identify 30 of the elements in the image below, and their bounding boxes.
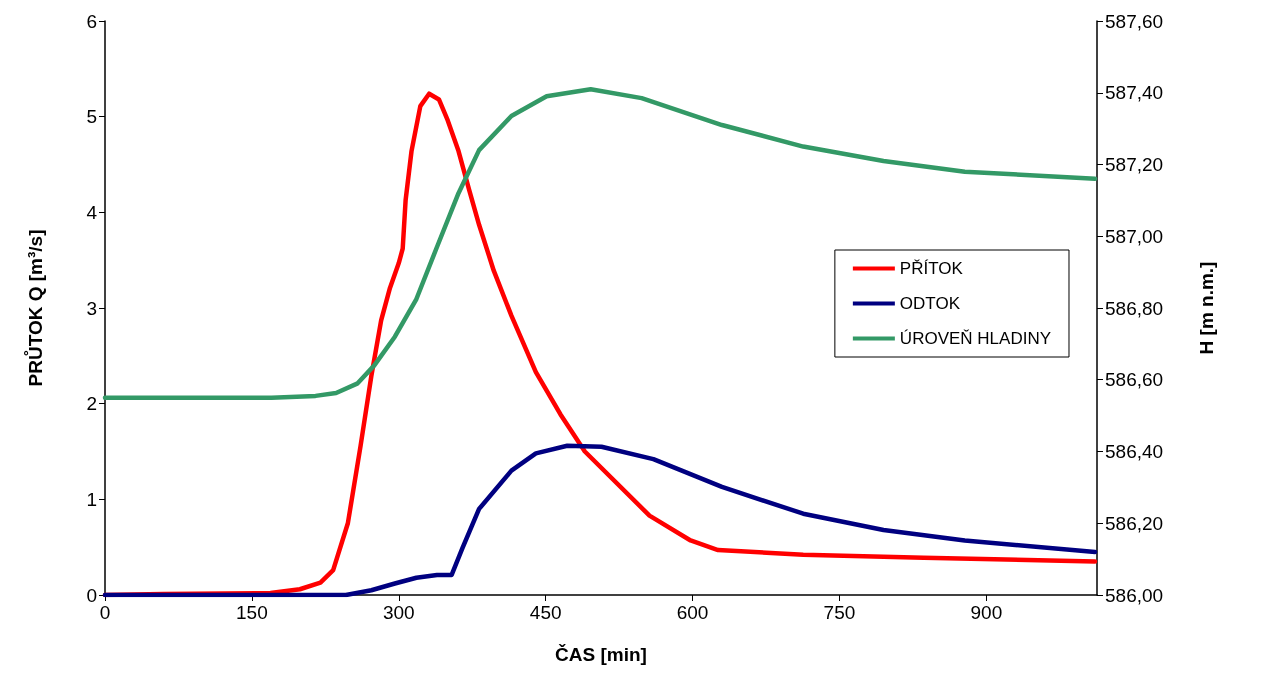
y2-tick-label: 587,40 bbox=[1105, 82, 1164, 104]
legend-label: ÚROVEŇ HLADINY bbox=[899, 329, 1051, 348]
x-tick-label: 600 bbox=[676, 602, 709, 623]
y2-tick-label: 586,00 bbox=[1105, 584, 1164, 606]
y2-tick-label: 587,60 bbox=[1105, 10, 1164, 32]
x-tick-label: 450 bbox=[529, 602, 562, 623]
y-tick-label: 5 bbox=[86, 106, 97, 128]
x-tick-label: 150 bbox=[236, 602, 268, 623]
y2-tick-label: 586,40 bbox=[1105, 441, 1164, 462]
y2-tick-label: 587,00 bbox=[1105, 225, 1164, 247]
y-tick-label: 6 bbox=[86, 10, 97, 32]
y-axis-title: PRŮTOK Q [m³/s] bbox=[24, 229, 46, 387]
y2-tick-label: 586,60 bbox=[1105, 369, 1164, 391]
x-tick-label: 300 bbox=[382, 602, 415, 623]
legend-label: PŘÍTOK bbox=[899, 259, 964, 278]
y-tick-label: 0 bbox=[86, 584, 97, 606]
x-tick-label: 750 bbox=[823, 602, 856, 623]
line-series bbox=[102, 86, 1098, 400]
y2-tick-label: 586,20 bbox=[1105, 512, 1164, 534]
y-tick-label: 4 bbox=[86, 201, 98, 223]
y2-tick-label: 587,20 bbox=[1105, 154, 1164, 175]
y-tick-label: 2 bbox=[86, 393, 97, 415]
legend-label: ODTOK bbox=[899, 294, 961, 313]
x-axis-title: ČAS [min] bbox=[555, 644, 647, 665]
y-tick-label: 1 bbox=[86, 488, 97, 510]
y-tick-label: 3 bbox=[86, 297, 97, 319]
x-tick-label: 900 bbox=[970, 602, 1003, 623]
x-tick-label: 0 bbox=[99, 602, 111, 623]
y2-axis-title: H [m n.m.] bbox=[1196, 261, 1217, 355]
y2-tick-label: 586,80 bbox=[1105, 297, 1164, 319]
